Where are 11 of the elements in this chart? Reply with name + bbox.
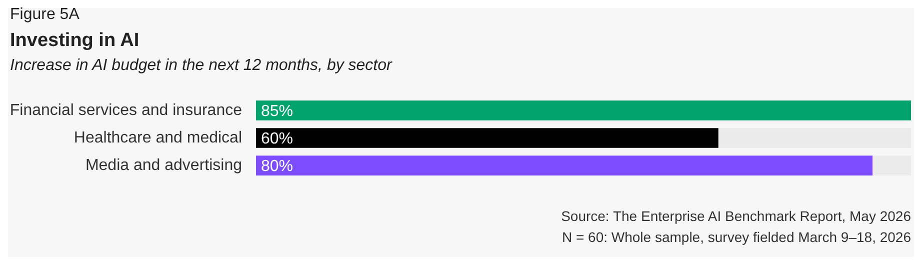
data-label: 80% [261,158,294,176]
y-tick-label: Media and advertising [85,157,242,174]
y-tick-label: Financial services and insurance [10,102,242,119]
data-label: 85% [261,102,294,120]
chart-subtitle: Increase in AI budget in the next 12 months, by sector [10,57,392,75]
data-label: 60% [261,130,294,148]
source-note: Source: The Enterprise AI Benchmark Report, May 2026 [561,207,911,226]
y-tick-label: Healthcare and medical [74,129,242,146]
text: Investing in AI [10,30,140,52]
caption: Figure 5A [10,6,80,24]
text: N = 60: Whole sample, survey fielded March 9–18, 2026 [561,228,911,247]
